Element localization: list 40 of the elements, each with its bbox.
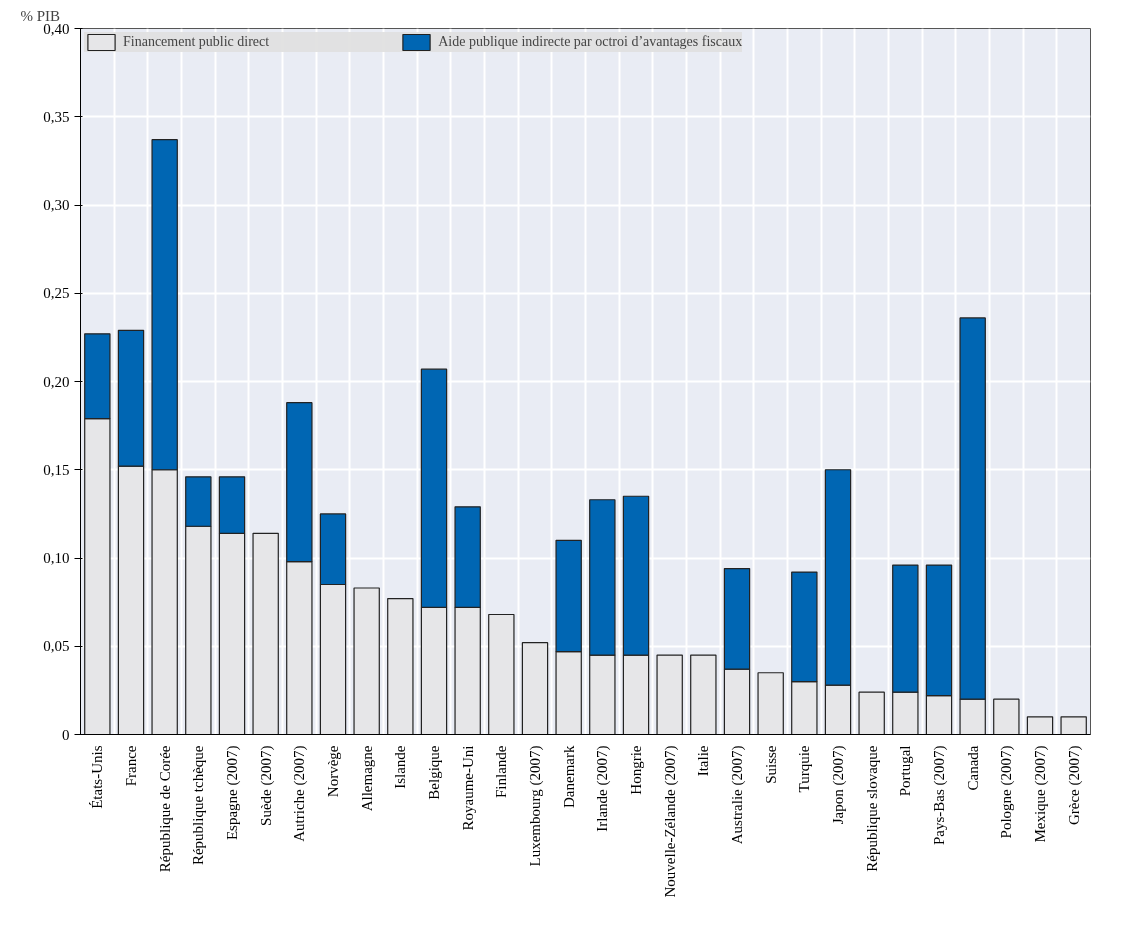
x-tick-label: Pologne (2007) bbox=[998, 745, 1016, 839]
x-tick-label: Portugal bbox=[897, 745, 914, 797]
y-tick-label: 0,30 bbox=[43, 197, 70, 213]
x-tick-label: Australie (2007) bbox=[729, 745, 746, 845]
y-tick-label: 0 bbox=[62, 726, 70, 743]
x-tick-label: Suisse bbox=[762, 745, 779, 784]
y-tick-label: 0,15 bbox=[43, 461, 70, 478]
x-tick-label: République tchèque bbox=[190, 745, 207, 866]
y-tick-label: 0,35 bbox=[43, 108, 70, 125]
x-tick-label: Allemagne bbox=[358, 745, 375, 812]
y-tick-label: 0,10 bbox=[43, 550, 70, 566]
x-tick-label: Japon (2007) bbox=[830, 745, 847, 825]
x-tick-label: Espagne (2007) bbox=[224, 745, 241, 841]
x-tick-label: Hongrie bbox=[628, 745, 644, 795]
y-tick-label: 0,05 bbox=[43, 638, 70, 655]
x-tick-label: Finlande bbox=[493, 745, 510, 798]
x-tick-label: Luxembourg (2007) bbox=[527, 745, 544, 867]
legend-label: Financement public direct bbox=[123, 34, 270, 50]
x-tick-label: France bbox=[123, 745, 139, 787]
x-tick-label: Belgique bbox=[426, 745, 442, 800]
x-tick-label: Islande bbox=[392, 745, 409, 789]
x-tick-label: Turquie bbox=[796, 745, 813, 793]
x-tick-label: Autriche (2007) bbox=[291, 745, 309, 842]
x-tick-label: Suède (2007) bbox=[257, 745, 275, 826]
x-tick-label: Grèce (2007) bbox=[1065, 745, 1083, 826]
x-tick-label: Royaume-Uni bbox=[459, 745, 476, 831]
legend-label: Aide publique indirecte par octroi d’avantages fiscaux bbox=[438, 34, 743, 50]
x-tick-label: Canada bbox=[964, 745, 981, 791]
x-tick-label: Mexique (2007) bbox=[1032, 745, 1049, 843]
x-tick-label: Pays-Bas (2007) bbox=[931, 745, 948, 846]
x-tick-label: Irlande (2007) bbox=[594, 745, 612, 832]
x-tick-label: Norvège bbox=[325, 745, 341, 798]
x-tick-label: Danemark bbox=[560, 745, 577, 808]
x-tick-label: Nouvelle-Zélande (2007) bbox=[661, 745, 679, 898]
x-tick-label: République de Corée bbox=[156, 745, 173, 873]
x-tick-label: États-Unis bbox=[89, 745, 106, 809]
x-tick-label: République slovaque bbox=[863, 745, 880, 872]
x-tick-label: Italie bbox=[695, 745, 712, 777]
y-tick-label: 0,20 bbox=[43, 373, 70, 390]
y-tick-label: 0,25 bbox=[43, 285, 70, 302]
